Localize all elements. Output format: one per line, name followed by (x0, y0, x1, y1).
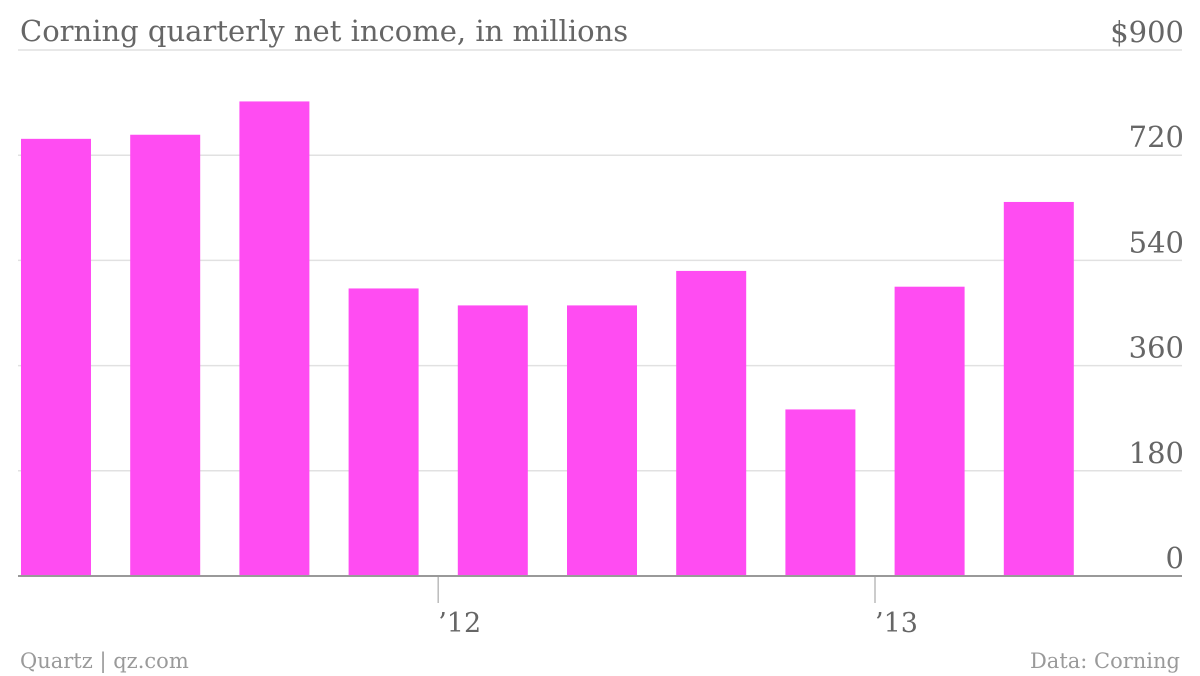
bar (130, 134, 201, 576)
y-tick-label: $900 (1110, 15, 1184, 49)
x-tick-label: ’12 (438, 608, 481, 639)
bar (21, 138, 91, 576)
x-axis-ticks: ’12 ’13 (437, 577, 918, 639)
y-tick-label: 720 (1129, 120, 1184, 154)
y-tick-label: 0 (1166, 541, 1184, 575)
source-credit: Quartz | qz.com (20, 649, 189, 674)
bars (21, 101, 1074, 576)
chart-title: Corning quarterly net income, in million… (20, 14, 628, 48)
bar (348, 288, 419, 576)
bar (785, 409, 856, 576)
y-axis-ticks: $900 720 540 360 180 0 (1110, 15, 1184, 575)
bar (1003, 201, 1074, 576)
y-tick-label: 180 (1129, 436, 1184, 470)
y-tick-label: 360 (1129, 331, 1184, 365)
bar (239, 101, 310, 576)
bar (676, 270, 747, 576)
bar (894, 286, 965, 576)
bar (457, 305, 528, 576)
data-source: Data: Corning (1030, 649, 1180, 673)
x-tick-label: ’13 (875, 608, 918, 639)
bar (567, 305, 637, 576)
y-tick-label: 540 (1129, 225, 1184, 259)
